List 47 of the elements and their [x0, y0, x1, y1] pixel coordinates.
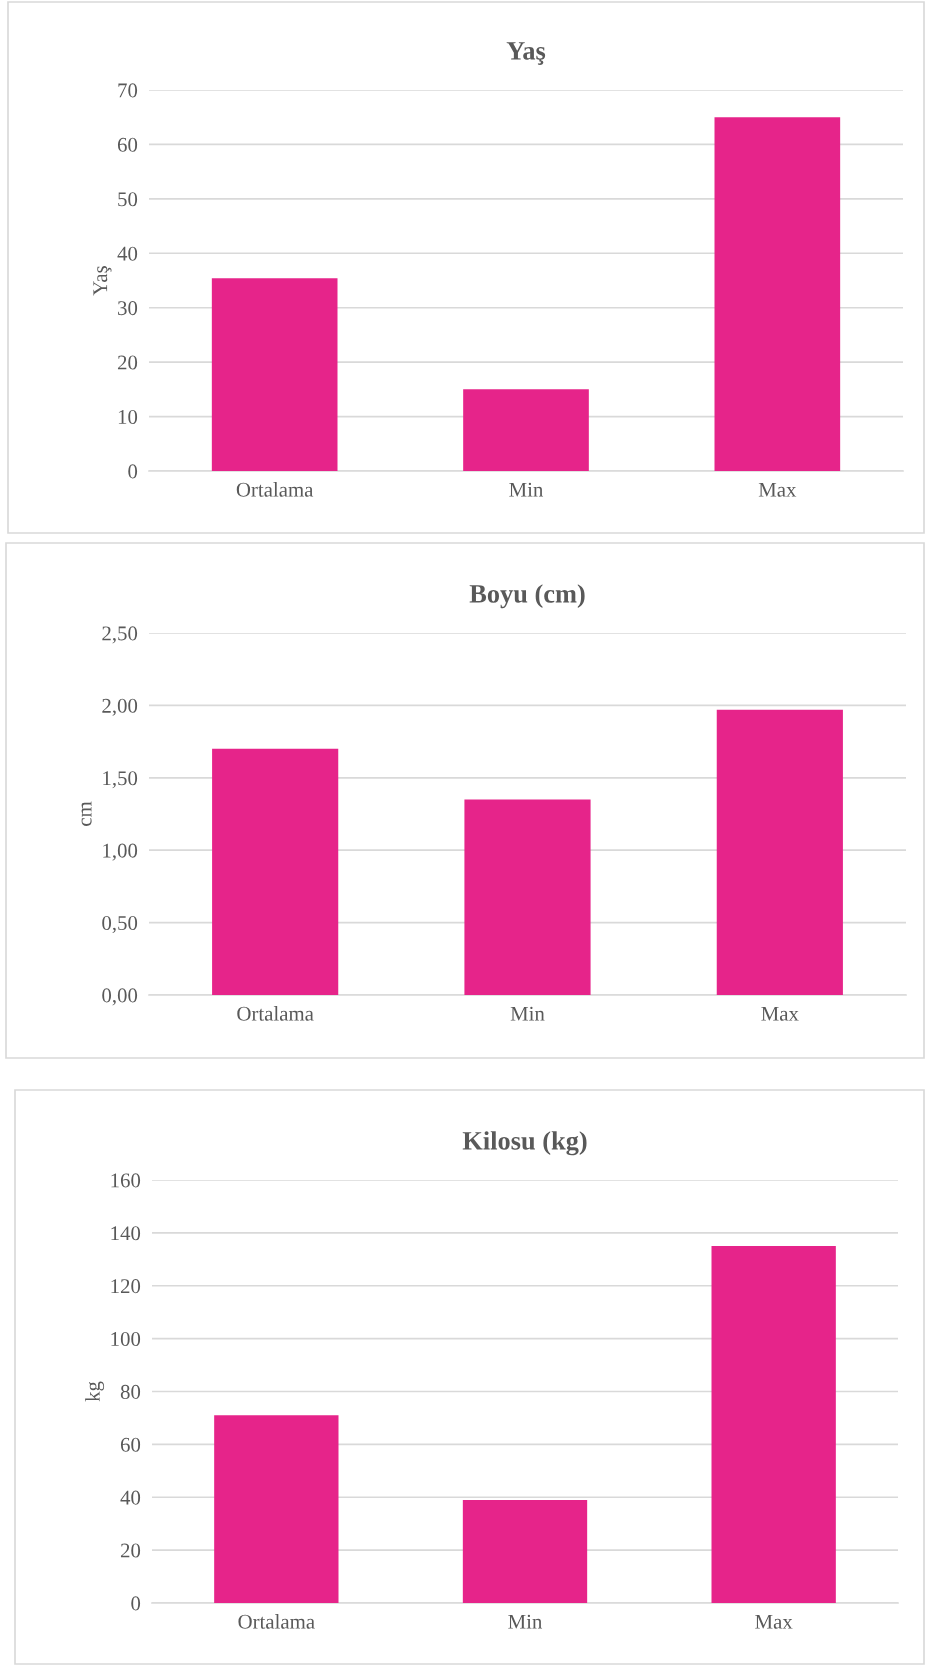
bar [212, 748, 339, 995]
y-tick-label: 30 [118, 301, 138, 316]
x-tick-label: Ortalama [237, 1006, 314, 1021]
y-tick-label: 0,50 [102, 915, 138, 934]
chart-title: Boyu (cm) [469, 584, 585, 609]
bar [214, 1415, 339, 1603]
y-tick-label: 20 [117, 355, 138, 370]
bar [464, 799, 591, 995]
y-tick-label: 40 [117, 246, 138, 261]
x-tick-label: Ortalama [238, 1614, 315, 1629]
y-tick-label: 10 [118, 409, 138, 424]
x-tick-label: Max [761, 1006, 799, 1021]
bar [211, 278, 338, 471]
bar [714, 117, 841, 471]
chart-title: Kilosu (kg) [462, 1131, 587, 1156]
y-tick-label: 0 [131, 1596, 141, 1611]
y-tick-label: 70 [118, 83, 138, 98]
y-tick-label: 50 [118, 192, 138, 207]
y-tick-label: 100 [111, 1332, 141, 1347]
y-axis-title: kg [85, 1381, 105, 1402]
y-tick-label: 120 [111, 1279, 141, 1294]
y-tick-label: 160 [111, 1173, 141, 1188]
y-tick-label: 2,50 [102, 626, 138, 644]
y-tick-label: 1,00 [103, 843, 138, 861]
y-tick-label: 40 [120, 1490, 141, 1505]
y-axis-title: Yaş [93, 266, 112, 296]
y-axis-title: cm [81, 801, 92, 826]
x-tick-label: Min [508, 1614, 543, 1629]
x-tick-label: Min [509, 482, 544, 497]
y-tick-label: 1,50 [103, 771, 138, 789]
y-tick-label: 140 [111, 1226, 141, 1241]
y-tick-label: 60 [117, 137, 138, 152]
y-tick-label: 60 [120, 1437, 141, 1452]
y-tick-label: 0 [128, 464, 138, 479]
y-tick-label: 20 [120, 1543, 141, 1558]
x-tick-label: Max [755, 1614, 793, 1629]
chart-title: Yaş [506, 42, 546, 65]
bar [711, 1246, 836, 1603]
y-tick-label: 0,00 [102, 988, 138, 1006]
y-tick-label: 80 [120, 1384, 141, 1399]
bar [716, 709, 843, 995]
y-tick-label: 2,00 [102, 698, 138, 716]
bar [462, 1499, 588, 1603]
bar [463, 389, 589, 471]
x-tick-label: Ortalama [236, 482, 314, 497]
x-tick-label: Max [758, 482, 797, 497]
x-tick-label: Min [510, 1006, 545, 1021]
